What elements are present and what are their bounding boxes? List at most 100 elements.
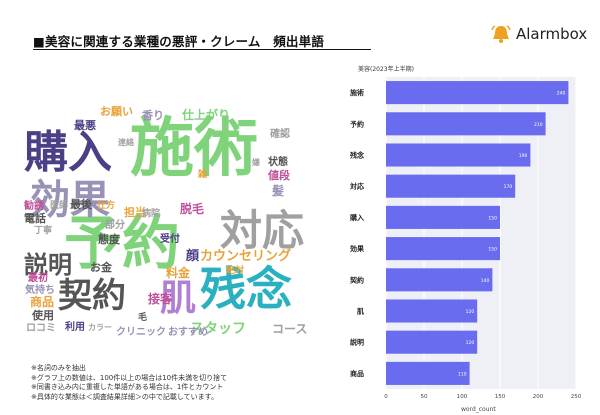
bar <box>386 268 493 292</box>
x-tick-label: 100 <box>457 394 468 400</box>
cloud-word: 商品 <box>30 294 54 309</box>
y-tick-label: 予約 <box>350 119 364 128</box>
cloud-word: 最悪 <box>74 119 96 132</box>
cloud-word: 電話 <box>24 211 46 225</box>
cloud-word: クリニック <box>116 326 166 338</box>
bar <box>386 299 478 323</box>
cloud-word: 絶対 <box>226 264 244 276</box>
x-tick-label: 50 <box>421 394 428 400</box>
data-label: 110 <box>458 371 467 377</box>
brand-name: Alarmbox <box>516 25 588 43</box>
cloud-word: カラー <box>88 323 112 332</box>
bar <box>386 143 531 167</box>
x-axis-label: word_count <box>461 406 496 413</box>
footnote: ※同書き込み内に重複した単語がある場合は、1件とカウント <box>31 383 224 392</box>
cloud-word: 態度 <box>98 232 121 246</box>
cloud-word: 仕方 <box>96 199 115 211</box>
y-tick-label: 施術 <box>350 88 364 97</box>
y-tick-label: 説明 <box>350 338 364 347</box>
cloud-word: 購入 <box>24 127 112 178</box>
y-tick-label: 契約 <box>349 275 364 284</box>
cloud-word: お金 <box>90 260 113 274</box>
y-tick-label: 残念 <box>350 151 365 160</box>
page-title: ■美容に関連する業種の悪評・クレーム 頻出単語 <box>33 34 325 49</box>
cloud-word: 受付 <box>160 232 180 245</box>
cloud-word: 嫌 <box>251 157 260 167</box>
data-label: 120 <box>466 309 475 315</box>
bar <box>386 205 500 229</box>
cloud-word: おすすめ <box>168 326 208 338</box>
y-tick-label: 効果 <box>350 244 364 253</box>
cloud-word: 毛 <box>138 311 147 323</box>
cloud-word: 最後 <box>70 197 93 211</box>
cloud-word: 効果 <box>30 177 110 223</box>
bar <box>386 361 470 385</box>
cloud-word: 確認 <box>270 127 290 140</box>
cloud-word: 肌 <box>160 278 196 319</box>
cloud-word: 気持ち <box>24 283 55 296</box>
cloud-word: 脱毛 <box>180 201 204 216</box>
data-label: 150 <box>488 215 497 221</box>
title-underline <box>33 49 371 50</box>
cloud-word: 予約 <box>64 209 180 277</box>
cloud-word: 料金 <box>166 265 191 280</box>
data-label: 190 <box>519 153 528 159</box>
cloud-word: 髪 <box>271 183 284 198</box>
cloud-word: 契約 <box>58 276 126 316</box>
footnote: ※グラフ上の数値は、100件以上の場合は10件未満を切り捨て <box>31 373 228 382</box>
footnote: ※名詞のみを抽出 <box>31 364 86 372</box>
cloud-word: ロコミ <box>26 322 56 334</box>
x-tick-label: 150 <box>495 394 506 400</box>
cloud-word: 施術 <box>130 112 258 186</box>
cloud-word: 病院 <box>142 207 160 219</box>
cloud-word: スタッフ <box>190 321 246 337</box>
x-tick-label: 250 <box>571 394 582 400</box>
bar <box>386 112 546 136</box>
bell-icon <box>491 25 511 43</box>
cloud-word: 状態 <box>268 155 288 168</box>
cloud-word: 連絡 <box>118 137 135 147</box>
x-tick-label: 0 <box>384 394 388 400</box>
bar <box>386 330 478 354</box>
data-label: 170 <box>504 184 513 190</box>
y-tick-label: 対応 <box>349 182 364 191</box>
cloud-word: 利用 <box>65 320 85 333</box>
cloud-word: 値段 <box>267 168 290 182</box>
y-tick-label: 購入 <box>349 213 364 222</box>
data-label: 150 <box>488 247 497 253</box>
cloud-word: 接客 <box>148 291 173 306</box>
cloud-word: カウンセリング <box>200 248 291 264</box>
cloud-word: 担当 <box>124 205 146 219</box>
y-tick-label: 商品 <box>350 369 364 378</box>
cloud-word: お願い <box>100 105 133 118</box>
cloud-word: 顔 <box>185 248 200 264</box>
cloud-word: 残念 <box>200 262 292 316</box>
brand-logo: Alarmbox <box>490 24 587 44</box>
cloud-word: 部分 <box>105 218 125 231</box>
cloud-word: 丁寧 <box>34 224 52 236</box>
cloud-word: 対応 <box>220 206 304 255</box>
cloud-word: 説明 <box>24 251 72 279</box>
x-tick-label: 200 <box>533 394 544 400</box>
footnote: ※具体的な業態は＜調査結果詳細＞の中で記載しています。 <box>31 392 218 401</box>
cloud-word: 最初 <box>28 271 48 284</box>
bar <box>386 81 569 105</box>
y-tick-label: 肌 <box>356 307 364 316</box>
cloud-word: 香り <box>141 108 164 122</box>
cloud-word: 勧誘 <box>24 199 45 212</box>
cloud-word: 仕上がり <box>181 107 230 122</box>
data-label: 240 <box>557 91 566 97</box>
chart-title: 美容(2023年上半期) <box>358 65 414 73</box>
cloud-word: コース <box>272 322 307 336</box>
cloud-word: 医師 <box>50 199 68 211</box>
bar-chart: 美容(2023年上半期) 0 50 100 150 200 250 word_count 施術 2… <box>349 65 582 413</box>
cloud-word: 雑 <box>197 168 207 180</box>
footnotes: ※名詞のみを抽出 ※グラフ上の数値は、100件以上の場合は10件未満を切り捨て … <box>31 364 227 402</box>
data-label: 140 <box>481 278 490 284</box>
cloud-word: 使用 <box>31 308 54 322</box>
data-label: 120 <box>466 340 475 346</box>
bar <box>386 174 516 198</box>
data-label: 210 <box>534 122 543 128</box>
bar <box>386 237 500 261</box>
